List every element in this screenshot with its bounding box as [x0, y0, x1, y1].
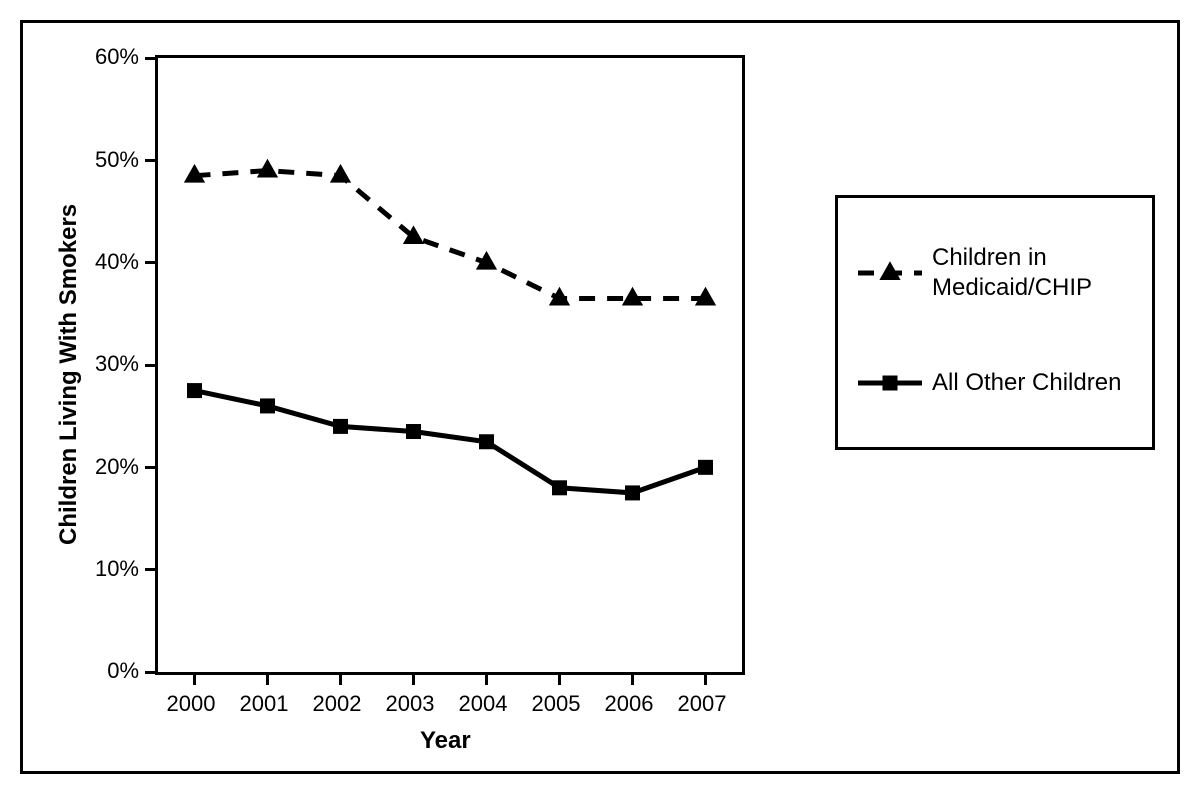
series-marker — [333, 419, 348, 434]
x-tick-label: 2005 — [532, 691, 581, 717]
y-tick-label: 10% — [95, 556, 139, 582]
y-tick-label: 60% — [95, 44, 139, 70]
x-tick-mark — [558, 675, 561, 685]
x-tick-mark — [339, 675, 342, 685]
x-tick-mark — [193, 675, 196, 685]
y-tick-mark — [145, 364, 155, 367]
legend-label: All Other Children — [932, 368, 1121, 398]
y-tick-label: 30% — [95, 351, 139, 377]
x-tick-mark — [266, 675, 269, 685]
plot-svg — [158, 58, 742, 672]
y-tick-label: 40% — [95, 249, 139, 275]
y-tick-label: 20% — [95, 454, 139, 480]
series-marker — [625, 485, 640, 500]
legend-swatch — [856, 258, 924, 288]
y-tick-mark — [145, 57, 155, 60]
y-tick-mark — [145, 568, 155, 571]
legend-item: Children in Medicaid/CHIP — [856, 243, 1146, 303]
y-axis-title: Children Living With Smokers — [55, 204, 83, 545]
y-tick-label: 0% — [107, 658, 139, 684]
legend-swatch — [856, 368, 924, 398]
x-tick-label: 2007 — [678, 691, 727, 717]
plot-area — [155, 55, 745, 675]
series-marker — [330, 164, 351, 183]
x-tick-label: 2003 — [386, 691, 435, 717]
chart-frame: Children Living With Smokers Year Childr… — [0, 0, 1200, 794]
series-marker — [479, 434, 494, 449]
x-axis-title: Year — [420, 727, 471, 755]
legend: Children in Medicaid/CHIP All Other Child… — [835, 195, 1155, 450]
series-marker — [257, 159, 278, 178]
series-marker — [552, 480, 567, 495]
x-tick-label: 2006 — [605, 691, 654, 717]
y-tick-mark — [145, 466, 155, 469]
y-tick-mark — [145, 261, 155, 264]
x-tick-label: 2000 — [167, 691, 216, 717]
legend-item: All Other Children — [856, 368, 1146, 398]
x-tick-label: 2001 — [240, 691, 289, 717]
series-marker — [406, 424, 421, 439]
series-marker — [698, 460, 713, 475]
legend-label: Children in Medicaid/CHIP — [932, 243, 1092, 303]
series-marker — [260, 398, 275, 413]
x-tick-mark — [485, 675, 488, 685]
x-tick-mark — [631, 675, 634, 685]
series-line — [195, 171, 706, 299]
x-tick-label: 2002 — [313, 691, 362, 717]
x-tick-label: 2004 — [459, 691, 508, 717]
x-tick-mark — [704, 675, 707, 685]
series-marker — [187, 383, 202, 398]
x-tick-mark — [412, 675, 415, 685]
y-tick-mark — [145, 159, 155, 162]
y-tick-label: 50% — [95, 147, 139, 173]
y-tick-mark — [145, 671, 155, 674]
